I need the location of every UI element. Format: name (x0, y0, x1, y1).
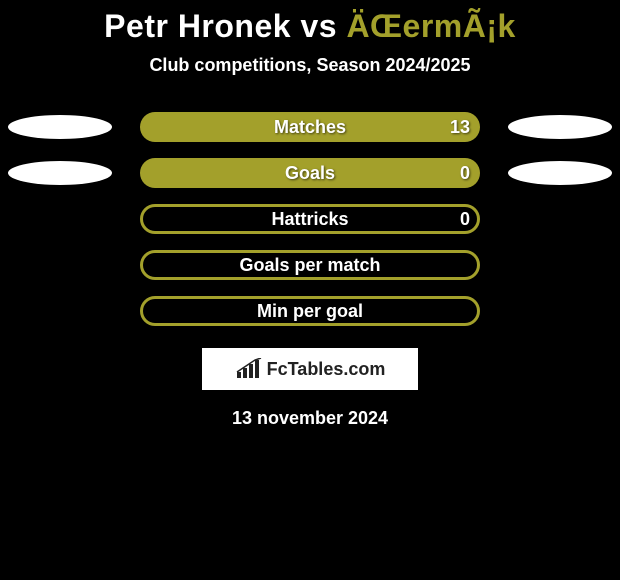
stat-row: Goals 0 (0, 150, 620, 196)
subtitle: Club competitions, Season 2024/2025 (0, 55, 620, 76)
stat-row: Min per goal (0, 288, 620, 334)
stat-row: Matches 13 (0, 104, 620, 150)
stat-row: Goals per match (0, 242, 620, 288)
stat-value-right: 13 (450, 112, 470, 142)
comparison-card: Petr Hronek vs ÄŒermÃ¡k Club competition… (0, 0, 620, 580)
stat-bar: Goals per match (140, 250, 480, 280)
left-ellipse (8, 115, 112, 139)
stat-bar: Goals (140, 158, 480, 188)
page-title: Petr Hronek vs ÄŒermÃ¡k (0, 0, 620, 45)
right-ellipse (508, 161, 612, 185)
stat-value-right: 0 (460, 158, 470, 188)
stat-value-right: 0 (460, 204, 470, 234)
vs-label: vs (300, 8, 337, 44)
player2-name: ÄŒermÃ¡k (346, 8, 515, 44)
logo-text: FcTables.com (267, 359, 386, 380)
stat-rows: Matches 13 Goals 0 Hattricks 0 Goals per match… (0, 104, 620, 334)
left-ellipse (8, 161, 112, 185)
bars-icon (235, 358, 263, 380)
logo-box: FcTables.com (202, 348, 418, 390)
stat-bar: Matches (140, 112, 480, 142)
stat-bar: Min per goal (140, 296, 480, 326)
stat-bar: Hattricks (140, 204, 480, 234)
stat-label: Goals (285, 163, 335, 184)
site-logo: FcTables.com (235, 358, 386, 380)
stat-label: Hattricks (271, 209, 348, 230)
right-ellipse (508, 115, 612, 139)
player1-name: Petr Hronek (104, 8, 291, 44)
stat-label: Min per goal (257, 301, 363, 322)
stat-label: Matches (274, 117, 346, 138)
date-label: 13 november 2024 (0, 408, 620, 429)
stat-row: Hattricks 0 (0, 196, 620, 242)
stat-label: Goals per match (239, 255, 380, 276)
